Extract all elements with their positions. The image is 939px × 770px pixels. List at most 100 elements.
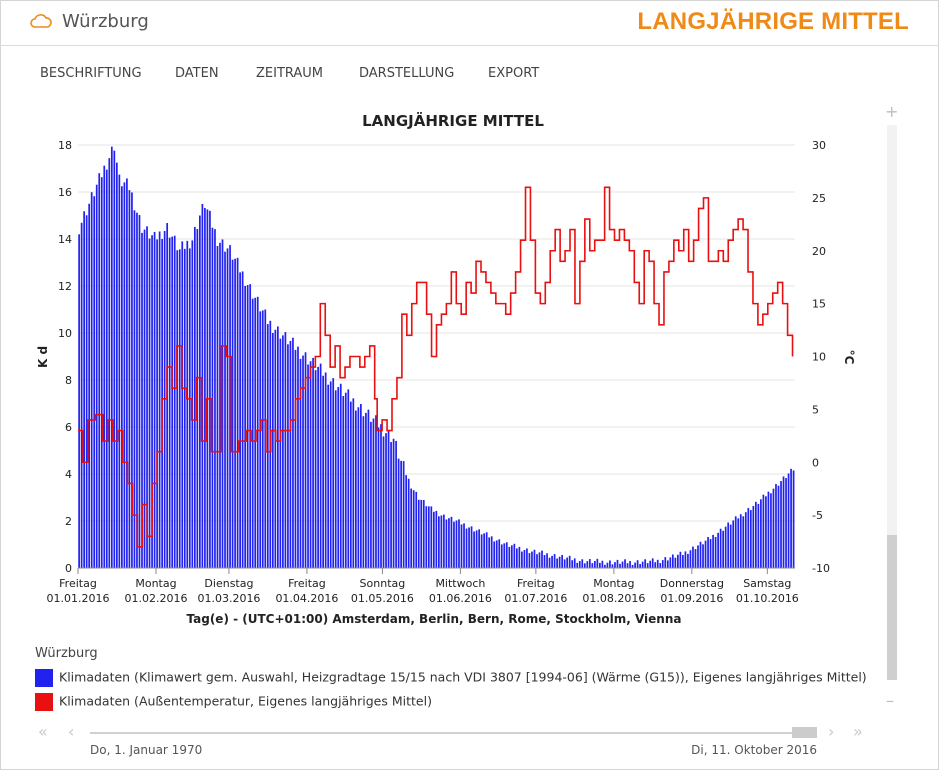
bar [543,555,546,568]
bar [611,564,614,568]
x-tick-date: 01.05.2016 [351,592,414,605]
bar [760,499,762,568]
bar [641,561,644,568]
bar [500,544,503,568]
timeline-handle[interactable] [792,727,817,738]
bar [239,272,241,568]
bar [521,551,523,568]
bar [465,528,468,568]
bar [719,528,722,568]
menu-item-export[interactable]: EXPORT [488,66,540,81]
bar [126,178,128,569]
bar [780,481,782,568]
bar [397,458,400,568]
temperature-line [78,186,794,548]
bar [478,529,480,568]
bar [528,553,531,568]
bar [664,557,667,568]
bar [113,150,116,568]
bar [606,562,609,568]
x-tick-day: Freitag [517,577,555,590]
bar [236,257,239,568]
y-tick-label-right: 20 [812,245,826,258]
bar [229,245,231,569]
bar [591,563,594,568]
bar [767,491,770,568]
bar [352,398,355,568]
bar [568,555,571,568]
bar [211,227,214,568]
bar [168,237,171,568]
legend-item-temperature[interactable]: Klimadaten (Außentemperatur, Eigenes lan… [35,693,432,711]
bar [634,562,636,568]
vertical-scroll-track[interactable] [887,125,897,680]
bar [765,496,767,568]
vertical-scroll-thumb[interactable] [887,535,897,680]
bar [377,427,380,568]
y-tick-label-left: 2 [65,515,72,528]
y-axis-left-label: K d [36,346,50,368]
y-axis-right: -10 -5 0 5 10 15 20 25 30 [812,139,830,575]
bar [375,415,377,568]
bar [136,212,138,568]
bar [616,559,619,568]
bar [365,412,367,568]
bar [226,248,229,568]
menu-item-daten[interactable]: DATEN [175,66,219,81]
bar [558,556,561,568]
bar [322,375,324,568]
bar [256,296,259,568]
bar [171,236,174,568]
bar [183,248,186,568]
bar [402,461,405,568]
timeline-track[interactable] [90,732,817,734]
bar [385,433,387,568]
bar [445,519,448,568]
location-name[interactable]: Würzburg [62,11,149,32]
bar [556,558,558,568]
bar [83,211,85,568]
bar [244,286,247,568]
bar [498,539,501,568]
bar [214,229,216,568]
x-tick-date: 01.04.2016 [275,592,338,605]
bar [762,494,765,568]
zoom-out-icon[interactable]: – [886,691,894,710]
bar [284,332,287,568]
menu-item-zeitraum[interactable]: ZEITRAUM [256,66,324,81]
zoom-in-icon[interactable]: + [885,102,899,121]
bar [417,499,420,568]
bar [141,232,143,568]
bar [118,174,121,569]
bar [344,392,347,568]
chevron-right-icon[interactable]: › [828,722,835,741]
bar [493,541,496,568]
bar [304,352,307,568]
bar [709,539,712,568]
bar [712,534,714,568]
legend-item-heating-degree[interactable]: Klimadaten (Klimawert gem. Auswahl, Heiz… [35,669,867,687]
bar [722,530,725,568]
double-chevron-right-icon[interactable]: » [853,722,863,741]
chevron-left-icon[interactable]: ‹ [68,722,75,741]
menu-item-beschriftung[interactable]: BESCHRIFTUNG [40,66,142,81]
x-tick-day: Montag [135,577,176,590]
bar [271,333,274,568]
header: Würzburg LANGJÄHRIGE MITTEL [0,0,939,46]
x-tick-date: 01.02.2016 [124,592,187,605]
legend-label: Klimadaten (Klimawert gem. Auswahl, Heiz… [59,669,867,685]
bar [420,499,423,568]
menu-item-darstellung[interactable]: DARSTELLUNG [359,66,455,81]
bar [488,537,491,568]
bar [334,390,337,568]
bar [601,560,604,568]
legend-title: Würzburg [35,646,98,661]
bar [121,186,123,568]
bar [319,363,322,568]
bar [443,514,445,568]
bar [546,553,548,568]
bar [246,285,249,568]
double-chevron-left-icon[interactable]: « [38,722,48,741]
bar [619,563,621,568]
timeline-start-date: Do, 1. Januar 1970 [90,743,203,757]
